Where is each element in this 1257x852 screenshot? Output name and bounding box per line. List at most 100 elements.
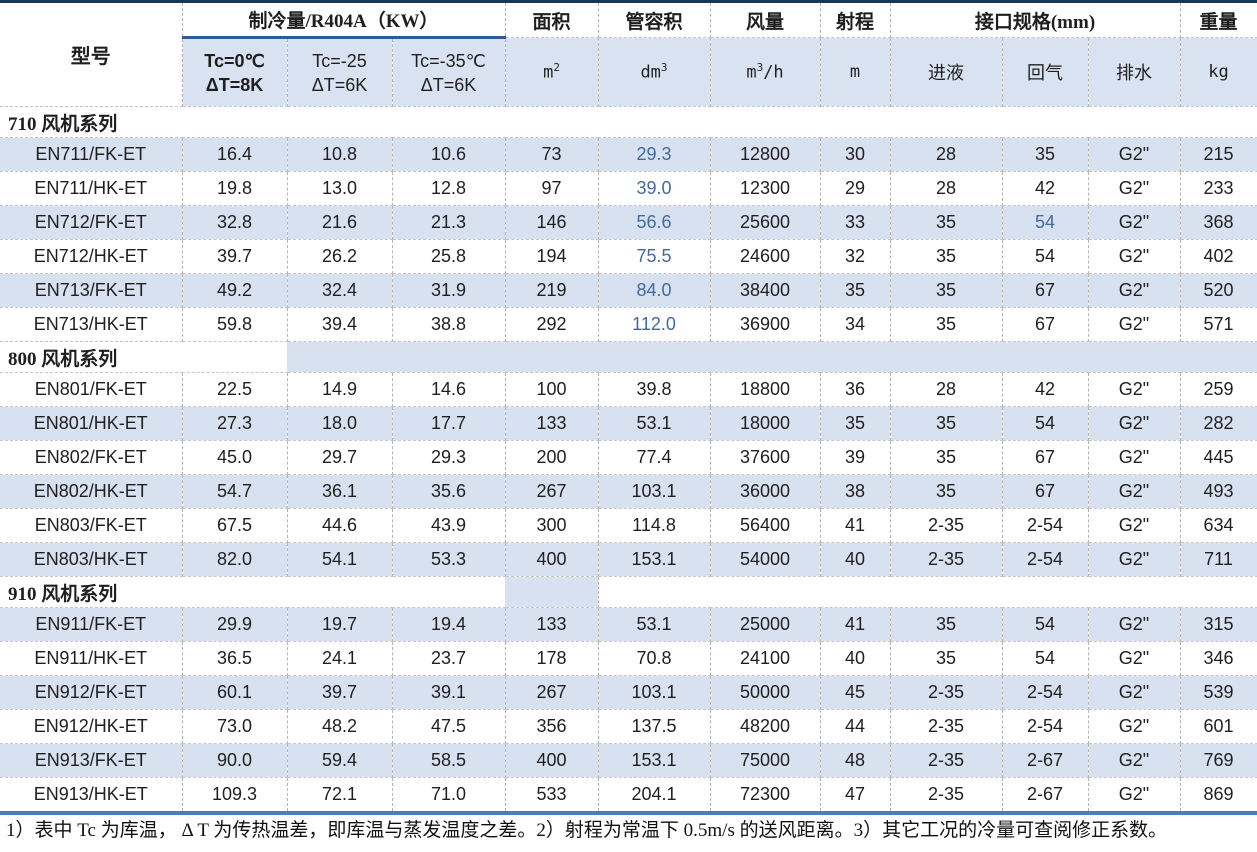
value-cell-tube: 53.1: [598, 607, 711, 642]
value-cell-tc0: 36.5: [182, 641, 288, 676]
model-cell: EN912/HK-ET: [0, 709, 183, 744]
value-cell-tc25: 32.4: [287, 273, 393, 308]
value-cell-area: 146: [505, 205, 599, 240]
value-cell-throw: 38: [820, 474, 891, 509]
value-cell-liquid: 2-35: [890, 709, 1003, 744]
value-cell-liquid: 35: [890, 440, 1003, 475]
value-cell-throw: 41: [820, 508, 891, 543]
value-cell-tc25: 10.8: [287, 137, 393, 172]
column-header-tube-volume: 管容积: [598, 1, 711, 38]
value-cell-tc0: 60.1: [182, 675, 288, 710]
value-cell-tc25: 19.7: [287, 607, 393, 642]
value-cell-drain: G2": [1088, 508, 1181, 543]
column-header-model: 型号: [0, 1, 183, 107]
model-cell: EN802/HK-ET: [0, 474, 183, 509]
value-cell-drain: G2": [1088, 641, 1181, 676]
value-cell-gas: 67: [1002, 440, 1089, 475]
model-cell: EN803/HK-ET: [0, 542, 183, 577]
value-cell-weight: 315: [1180, 607, 1257, 642]
value-cell-tc35: 25.8: [392, 239, 506, 274]
value-cell-throw: 35: [820, 273, 891, 308]
value-cell-tube: 114.8: [598, 508, 711, 543]
value-cell-weight: 539: [1180, 675, 1257, 710]
column-header-area: 面积: [505, 1, 599, 38]
value-cell-tc25: 72.1: [287, 777, 393, 811]
value-cell-gas: 2-54: [1002, 542, 1089, 577]
value-cell-area: 133: [505, 406, 599, 441]
value-cell-weight: 493: [1180, 474, 1257, 509]
table-row: EN712/HK-ET 39.7 26.2 25.8 194 75.5 24600 32 35 5…: [0, 239, 1257, 274]
value-cell-gas: 54: [1002, 641, 1089, 676]
value-cell-area: 533: [505, 777, 599, 811]
value-cell-liquid: 35: [890, 307, 1003, 342]
value-cell-tc25: 29.7: [287, 440, 393, 475]
value-cell-gas: 2-54: [1002, 508, 1089, 543]
value-cell-drain: G2": [1088, 137, 1181, 172]
column-header-throw: 射程: [820, 1, 891, 38]
value-cell-tube: 112.0: [598, 307, 711, 342]
value-cell-gas: 2-54: [1002, 675, 1089, 710]
section-title: 710 风机系列: [0, 106, 1257, 138]
column-header-cooling-capacity: 制冷量/R404A（KW）: [182, 1, 506, 39]
value-cell-air: 50000: [710, 675, 821, 710]
value-cell-throw: 34: [820, 307, 891, 342]
table-row: EN801/HK-ET 27.3 18.0 17.7 133 53.1 18000 35 35 5…: [0, 406, 1257, 441]
value-cell-throw: 35: [820, 406, 891, 441]
value-cell-area: 73: [505, 137, 599, 172]
table-row: EN713/HK-ET 59.8 39.4 38.8 292 112.0 36900 34 35…: [0, 307, 1257, 342]
value-cell-liquid: 35: [890, 641, 1003, 676]
value-cell-throw: 45: [820, 675, 891, 710]
value-cell-tc35: 71.0: [392, 777, 506, 811]
model-cell: EN911/FK-ET: [0, 607, 183, 642]
value-cell-tc35: 17.7: [392, 406, 506, 441]
value-cell-tc35: 19.4: [392, 607, 506, 642]
value-cell-tc0: 90.0: [182, 743, 288, 778]
spec-table: 型号 制冷量/R404A（KW） 面积 管容积 风量 射程 接口规格(mm) 重…: [0, 0, 1257, 811]
value-cell-tc0: 59.8: [182, 307, 288, 342]
value-cell-air: 36900: [710, 307, 821, 342]
model-cell: EN713/HK-ET: [0, 307, 183, 342]
header-row-units: Tc=0℃ ΔT=8K Tc=-25 ΔT=6K Tc=-35℃ ΔT=6K m…: [0, 37, 1257, 107]
model-cell: EN913/FK-ET: [0, 743, 183, 778]
value-cell-tc35: 14.6: [392, 372, 506, 407]
unit-throw: m: [820, 37, 891, 107]
value-cell-throw: 36: [820, 372, 891, 407]
unit-weight: kg: [1180, 37, 1257, 107]
table-row: EN912/FK-ET 60.1 39.7 39.1 267 103.1 50000 45 2-…: [0, 675, 1257, 710]
value-cell-gas: 54: [1002, 205, 1089, 240]
model-cell: EN913/HK-ET: [0, 777, 183, 811]
model-cell: EN712/HK-ET: [0, 239, 183, 274]
model-cell: EN912/FK-ET: [0, 675, 183, 710]
value-cell-weight: 215: [1180, 137, 1257, 172]
table-row: EN803/FK-ET 67.5 44.6 43.9 300 114.8 56400 41 2-…: [0, 508, 1257, 543]
value-cell-tc25: 39.4: [287, 307, 393, 342]
value-cell-tc0: 45.0: [182, 440, 288, 475]
value-cell-weight: 869: [1180, 777, 1257, 811]
value-cell-gas: 2-67: [1002, 777, 1089, 811]
value-cell-tc25: 13.0: [287, 171, 393, 206]
table-row: EN711/HK-ET 19.8 13.0 12.8 97 39.0 12300 29 28 42…: [0, 171, 1257, 206]
value-cell-tube: 56.6: [598, 205, 711, 240]
unit-area: m2: [505, 37, 599, 107]
value-cell-throw: 48: [820, 743, 891, 778]
section-fill: [505, 576, 599, 608]
value-cell-gas: 54: [1002, 406, 1089, 441]
value-cell-weight: 711: [1180, 542, 1257, 577]
value-cell-liquid: 2-35: [890, 542, 1003, 577]
value-cell-tc25: 18.0: [287, 406, 393, 441]
value-cell-tube: 137.5: [598, 709, 711, 744]
value-cell-air: 25600: [710, 205, 821, 240]
model-cell: EN803/FK-ET: [0, 508, 183, 543]
value-cell-tube: 103.1: [598, 675, 711, 710]
unit-airflow: m3/h: [710, 37, 821, 107]
value-cell-tc0: 16.4: [182, 137, 288, 172]
value-cell-area: 267: [505, 474, 599, 509]
value-cell-liquid: 2-35: [890, 675, 1003, 710]
value-cell-drain: G2": [1088, 474, 1181, 509]
value-cell-air: 24100: [710, 641, 821, 676]
value-cell-tc0: 73.0: [182, 709, 288, 744]
table-row: EN911/HK-ET 36.5 24.1 23.7 178 70.8 24100 40 35 5…: [0, 641, 1257, 676]
value-cell-weight: 601: [1180, 709, 1257, 744]
value-cell-liquid: 35: [890, 474, 1003, 509]
